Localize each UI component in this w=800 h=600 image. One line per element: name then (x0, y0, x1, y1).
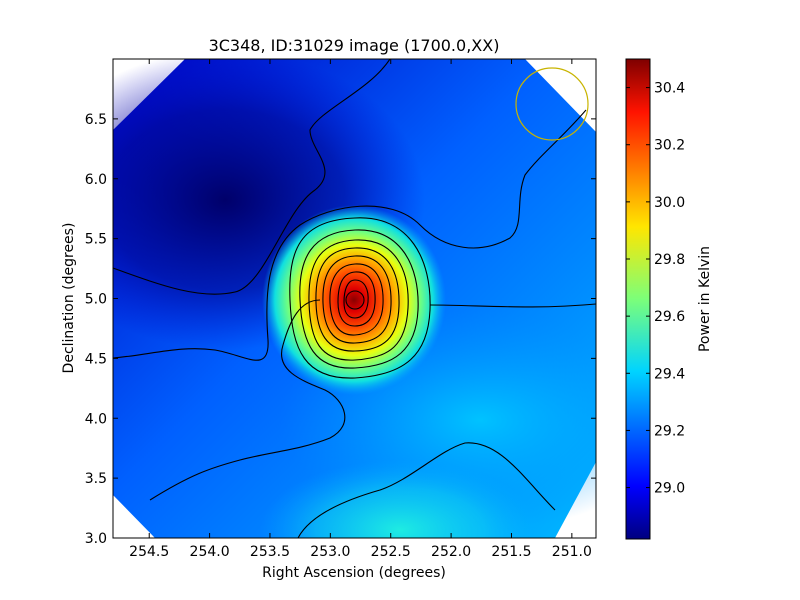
contour-ring (289, 217, 431, 379)
y-tick-label: 4.5 (85, 351, 107, 367)
y-tick-label: 3.0 (85, 531, 107, 547)
y-tick-label: 6.0 (85, 172, 107, 188)
x-tick-label: 251.5 (491, 544, 531, 560)
x-tick-label: 253.0 (310, 544, 350, 560)
y-tick-label: 3.5 (85, 471, 107, 487)
high-power-floor-region (260, 460, 540, 538)
x-tick-label: 253.5 (250, 544, 290, 560)
contour-line (297, 442, 556, 538)
x-axis: 254.5 254.0 253.5 253.0 252.5 252.0 251.5 251.0 (129, 59, 592, 560)
contour-line (429, 303, 596, 308)
colorbar: 29.0 29.2 29.4 29.6 29.8 30.0 30.2 30.4 Power i… (625, 58, 713, 540)
x-axis-label: Right Ascension (degrees) (262, 565, 446, 581)
x-tick-label: 254.5 (129, 544, 169, 560)
x-tick-label: 252.5 (371, 544, 411, 560)
y-axis: 3.0 3.5 4.0 4.5 5.0 5.5 6.0 6.5 (85, 112, 596, 547)
contour-ring (329, 263, 384, 336)
colorbar-tick-label: 30.4 (654, 81, 685, 97)
colorbar-tick-label: 29.0 (654, 481, 685, 497)
colorbar-tick-label: 29.6 (654, 309, 685, 325)
contour-ring (322, 255, 392, 344)
colorbar-tick-label: 29.4 (654, 366, 685, 382)
contour-ring (337, 271, 376, 327)
y-tick-label: 5.0 (85, 292, 107, 308)
contours (113, 59, 596, 538)
colorbar-tick-label: 30.0 (654, 195, 685, 211)
y-tick-label: 4.0 (85, 411, 107, 427)
contour-ring (299, 229, 419, 369)
contour-ring (315, 247, 400, 352)
heatmap-image (113, 59, 596, 538)
contour-ring (343, 279, 369, 319)
colorbar-tick-label: 29.2 (654, 423, 685, 439)
colorbar-label: Power in Kelvin (697, 246, 713, 352)
x-tick-label: 252.0 (431, 544, 471, 560)
contour-line (113, 59, 391, 295)
beam-circle (515, 67, 589, 141)
contour-ring (345, 290, 365, 310)
colorbar-tick-label: 29.8 (654, 252, 685, 268)
contour-line (113, 109, 587, 361)
y-axis-label: Declination (degrees) (61, 223, 77, 374)
colorbar-tick-label: 30.2 (654, 138, 685, 154)
x-tick-label: 251.0 (552, 544, 592, 560)
x-tick-label: 254.0 (190, 544, 230, 560)
source-peak (262, 205, 446, 395)
colorbar-ticks: 29.0 29.2 29.4 29.6 29.8 30.0 30.2 30.4 (626, 81, 685, 497)
y-tick-label: 6.5 (85, 112, 107, 128)
chart-title: 3C348, ID:31029 image (1700.0,XX) (209, 36, 500, 55)
y-tick-label: 5.5 (85, 232, 107, 248)
contour-ring (308, 239, 409, 361)
contour-line (149, 299, 346, 501)
colorbar-gradient (625, 58, 651, 540)
